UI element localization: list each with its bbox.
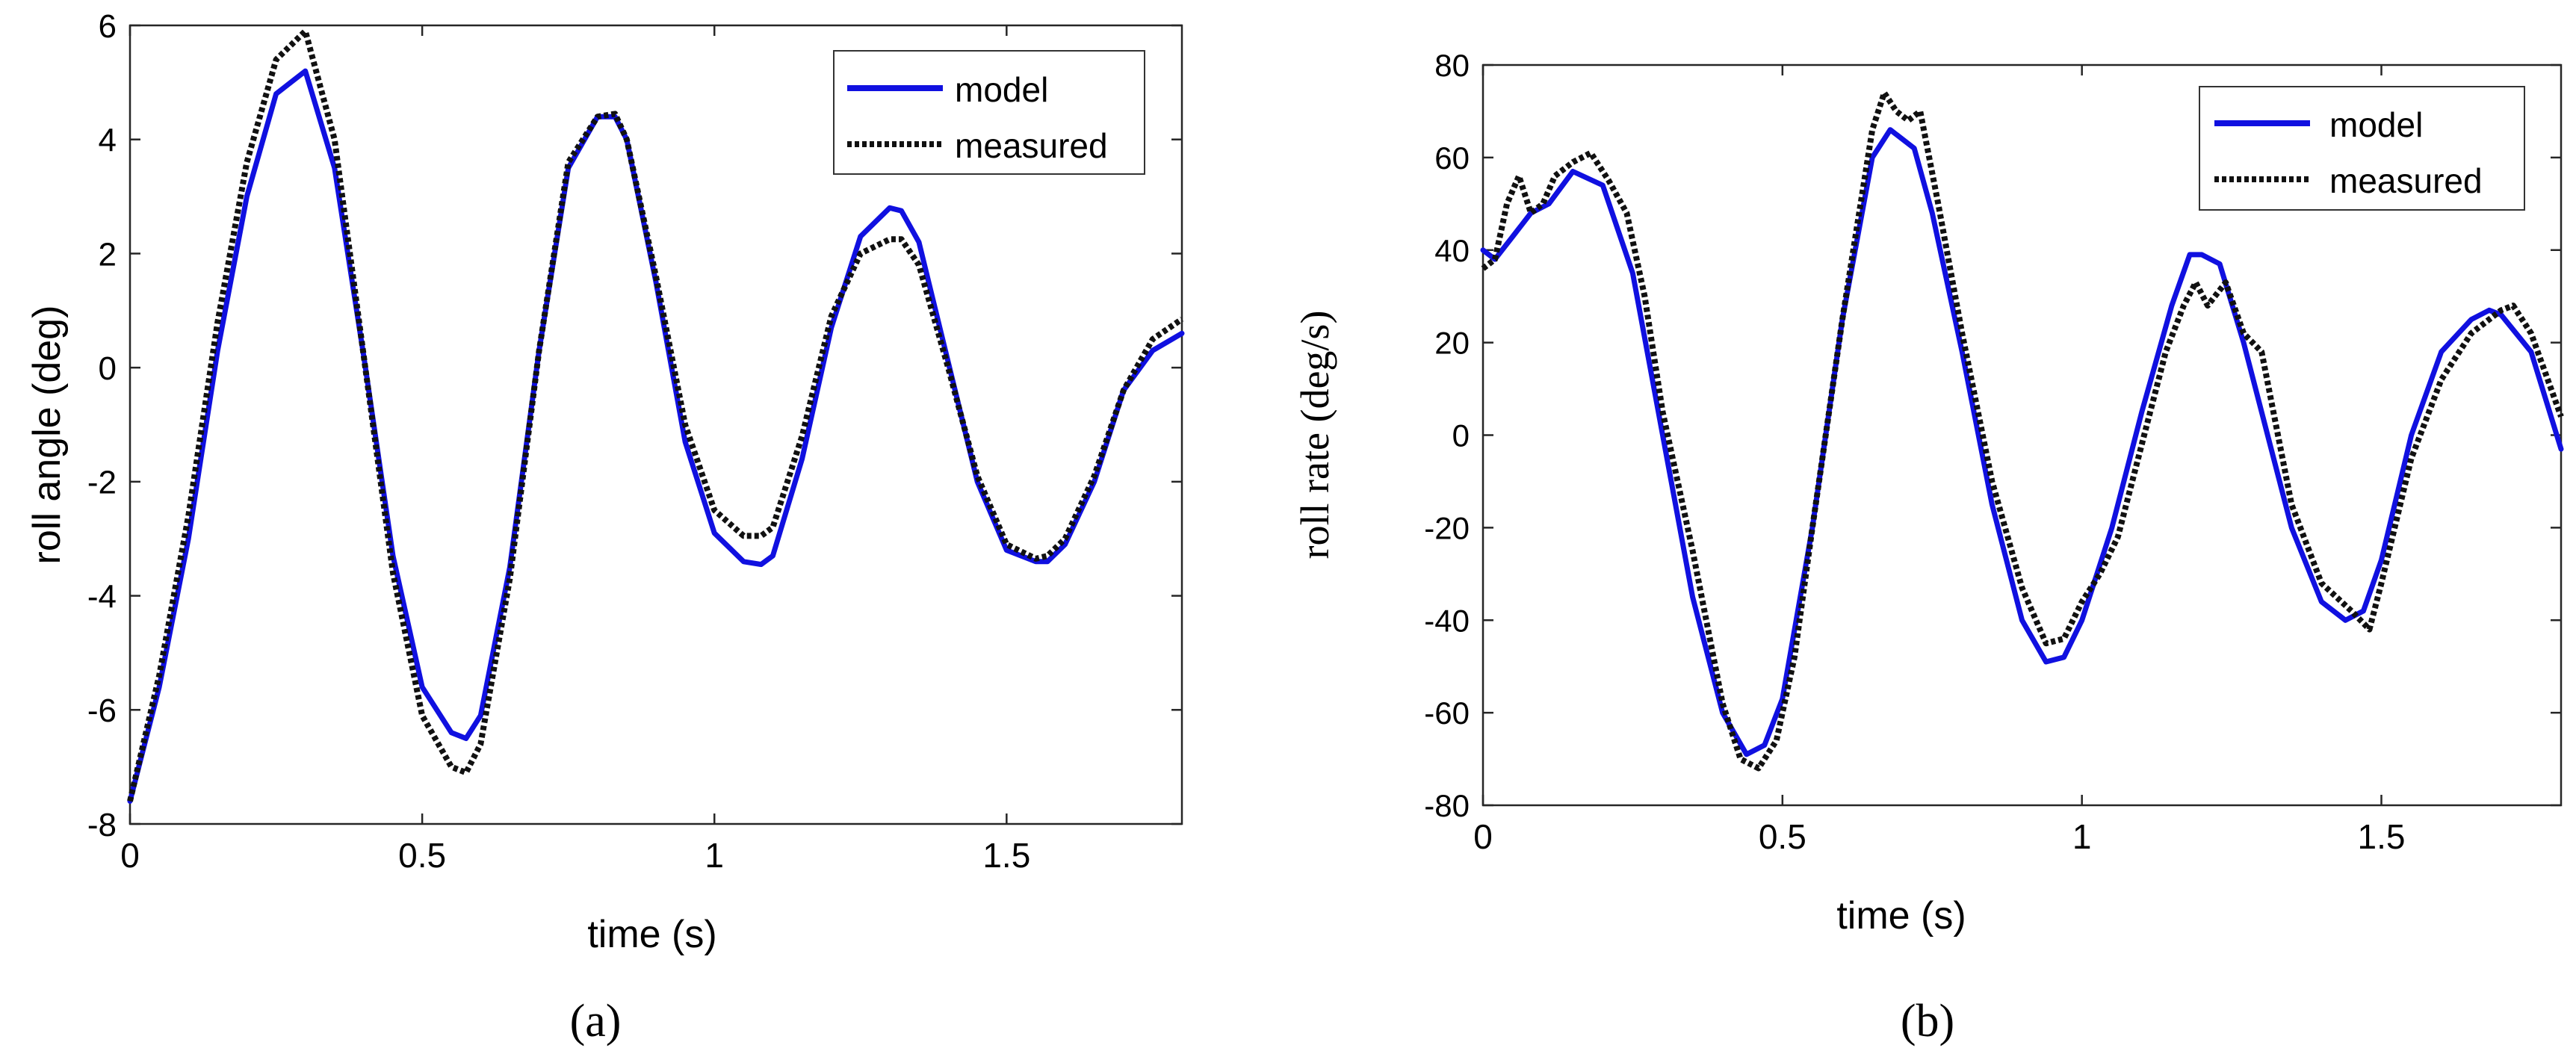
chart-roll-angle: roll angle (deg) time (s) 0 0.5 1 1.5 -8 -6 -4… <box>25 8 1185 1047</box>
y-tick-label: -60 <box>1424 695 1470 731</box>
y-tick-label: -6 <box>87 692 117 729</box>
legend-label-measured: measured <box>955 126 1108 165</box>
y-tick-label: 4 <box>99 123 117 159</box>
legend-label-model: model <box>2329 105 2423 144</box>
x-tick-label: 1 <box>2072 817 2092 856</box>
y-tick-label: -4 <box>87 578 117 615</box>
y-axis-label: roll angle (deg) <box>25 306 69 565</box>
panel-label-a: (a) <box>570 996 622 1047</box>
chart-roll-rate: roll rate (deg/s) time (s) 0 0.5 1 1.5 -80 -6… <box>1292 48 2564 1047</box>
legend-box <box>833 50 1145 175</box>
y-tick-label: 80 <box>1434 48 1470 83</box>
y-tick-label: -2 <box>87 465 117 501</box>
series-line-measured <box>127 28 1184 802</box>
x-tick-label: 1.5 <box>982 836 1030 875</box>
y-axis-label: roll rate (deg/s) <box>1292 311 1337 560</box>
x-tick-label: 0 <box>1473 817 1493 856</box>
panel-label-b: (b) <box>1901 996 1954 1047</box>
y-tick-label: 0 <box>99 350 117 387</box>
series-line-model <box>127 68 1185 804</box>
y-tick-label: -80 <box>1424 788 1470 823</box>
x-axis-label: time (s) <box>1836 894 1966 937</box>
x-tick-label: 0.5 <box>398 836 446 875</box>
series-line-measured <box>1481 90 2564 772</box>
series-line-model <box>1480 127 2564 757</box>
y-tick-label: -40 <box>1424 603 1470 638</box>
y-tick-label: -20 <box>1424 510 1470 545</box>
x-axis-label: time (s) <box>587 913 716 956</box>
y-tick-label: 60 <box>1434 140 1470 176</box>
x-tick-label: 1.5 <box>2358 817 2406 856</box>
legend-label-measured: measured <box>2329 161 2483 200</box>
y-tick-label: 2 <box>99 236 117 273</box>
y-tick-label: 6 <box>99 8 117 45</box>
y-tick-label: 40 <box>1434 233 1470 268</box>
legend: model measured <box>2199 86 2525 211</box>
x-tick-label: 1 <box>705 836 724 875</box>
legend: model measured <box>833 50 1145 175</box>
legend-label-model: model <box>955 70 1048 109</box>
x-tick-label: 0 <box>120 836 140 875</box>
legend-box <box>2199 86 2525 211</box>
y-tick-label: 20 <box>1434 326 1470 361</box>
y-tick-label: 0 <box>1452 418 1470 453</box>
x-tick-label: 0.5 <box>1759 817 1806 856</box>
y-tick-label: -8 <box>87 807 117 843</box>
